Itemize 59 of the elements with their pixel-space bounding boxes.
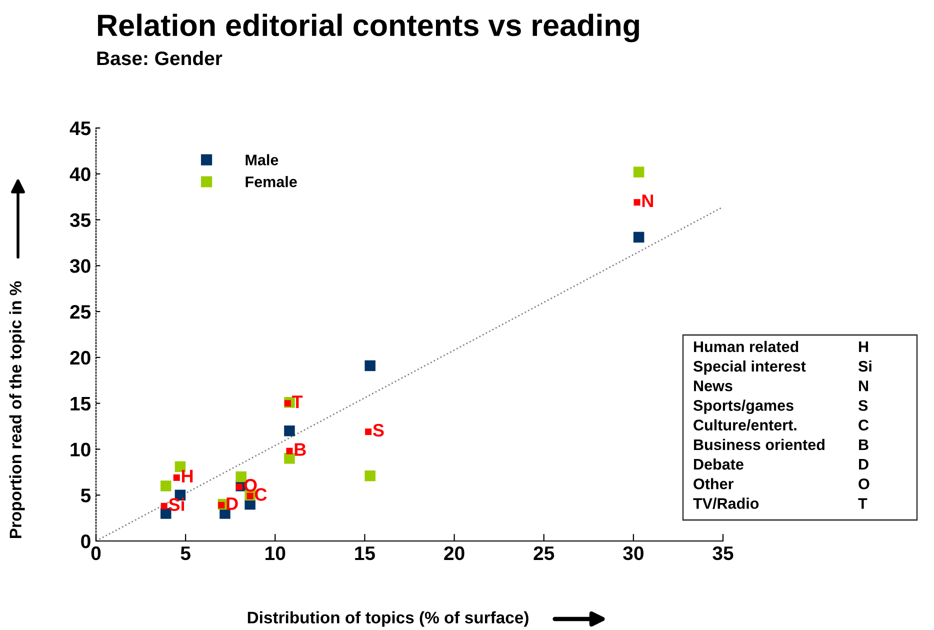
x-tick-label: 20: [444, 546, 464, 560]
chart-title: Relation editorial contents vs reading: [98, 14, 639, 42]
point: [633, 166, 644, 178]
text: B: [859, 439, 868, 450]
y-tick-label: 20: [70, 350, 90, 365]
x-tick-label: 5: [180, 546, 190, 560]
annotation: Debate: [694, 458, 744, 470]
y-tick-label: 15: [70, 397, 91, 411]
x-tick-label: 10: [266, 546, 286, 560]
y-tick-label: 0: [81, 534, 90, 548]
point: [284, 453, 295, 464]
point: [286, 448, 293, 454]
point: [634, 199, 640, 206]
y-tick-label: 35: [70, 213, 91, 228]
annotation: Other: [694, 478, 734, 490]
annotation: Sports/games: [693, 400, 794, 414]
text: D: [859, 459, 868, 470]
point: [365, 428, 372, 436]
annotation: Si: [168, 498, 184, 511]
y-tick-label: 5: [80, 488, 91, 502]
point: [160, 502, 168, 510]
legend-label: Male: [246, 154, 278, 166]
annotation: S: [372, 424, 384, 437]
annotation: Business oriented: [694, 438, 824, 450]
y-axis-title: Proportion read of the topic in %: [9, 281, 25, 538]
text: Si: [858, 360, 872, 372]
point: [160, 480, 172, 492]
point: [284, 425, 295, 436]
y-tick-label: 45: [70, 122, 91, 136]
annotation: TV/Radio: [693, 498, 759, 510]
text: H: [859, 341, 868, 352]
annotation: News: [694, 380, 732, 392]
y-tick-label: 25: [70, 305, 91, 319]
annotation: Special interest: [693, 360, 806, 375]
text: T: [858, 498, 868, 509]
chart-subtitle: Base: Gender: [97, 50, 222, 66]
annotation: N: [642, 194, 653, 208]
y-tick-label: 10: [70, 442, 90, 456]
text: O: [858, 478, 870, 490]
point: [364, 360, 376, 372]
legend-label: Female: [246, 176, 297, 188]
text: N: [859, 380, 868, 392]
annotation: B: [294, 443, 306, 456]
point: [173, 474, 180, 481]
annotation: Culture/entert.: [694, 419, 796, 431]
x-tick-label: 30: [623, 546, 644, 560]
annotation: H: [182, 470, 193, 482]
y-tick-label: 40: [70, 167, 90, 182]
y-tick-label: 30: [70, 259, 90, 273]
x-axis-title: Distribution of topics (% of surface): [248, 611, 528, 627]
x-tick-label: 0: [91, 546, 101, 560]
annotation: Human related: [694, 340, 798, 352]
x-tick-label: 15: [355, 546, 375, 560]
point: [633, 232, 644, 243]
x-tick-label: 25: [534, 546, 554, 560]
text: C: [858, 420, 869, 430]
point: [364, 470, 376, 482]
text: S: [858, 400, 868, 411]
x-tick-label: 35: [712, 546, 734, 560]
